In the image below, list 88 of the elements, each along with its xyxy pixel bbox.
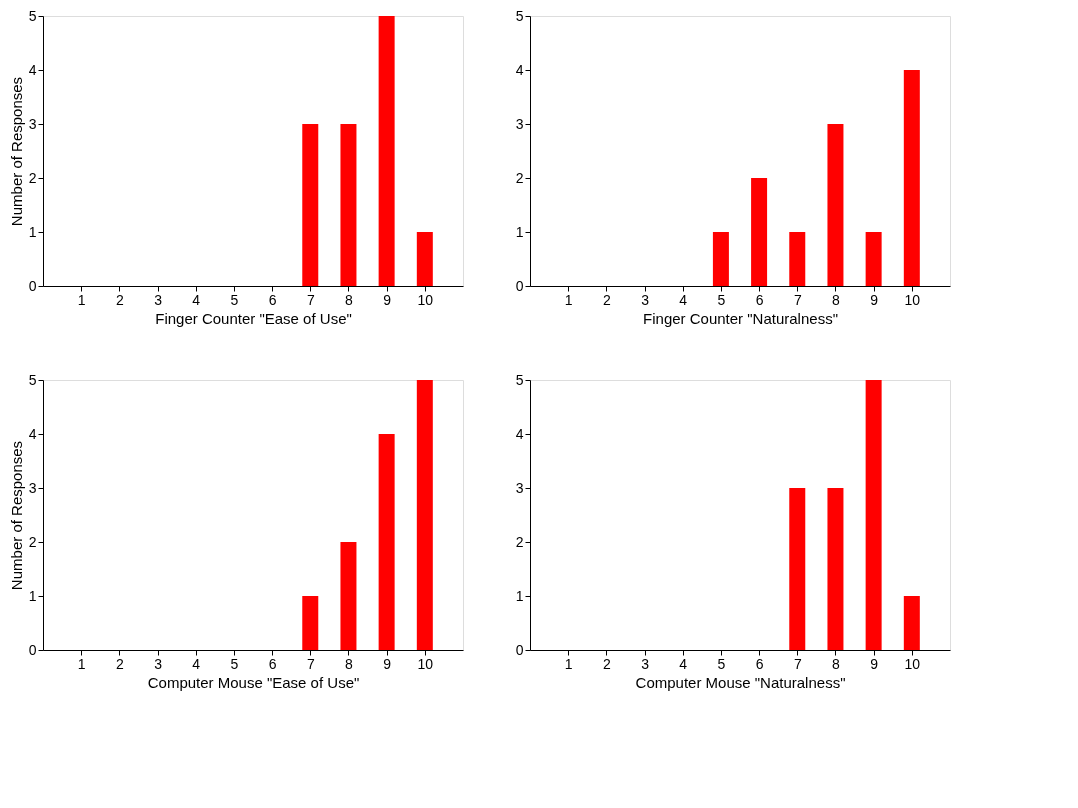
- y-tick-label: 5: [515, 371, 524, 388]
- y-tick-label: 0: [515, 277, 524, 294]
- x-tick-label: 8: [345, 291, 354, 308]
- bar: [712, 232, 729, 286]
- y-tick-label: 3: [515, 479, 524, 496]
- y-tick-label: 0: [28, 641, 37, 658]
- bar: [789, 232, 806, 286]
- bar: [789, 488, 806, 650]
- bar: [903, 596, 920, 650]
- x-tick-label: 3: [154, 291, 163, 308]
- x-tick-label: 5: [717, 655, 726, 672]
- x-tick-label: 8: [832, 291, 841, 308]
- x-tick-label: 10: [417, 655, 434, 672]
- y-tick-label: 3: [28, 115, 37, 132]
- y-tick-label: 2: [28, 533, 37, 550]
- y-tick-label: 4: [28, 425, 37, 442]
- x-tick-label: 2: [115, 291, 124, 308]
- x-tick-label: 8: [345, 655, 354, 672]
- x-tick-label: 7: [306, 291, 315, 308]
- x-tick-label: 7: [793, 291, 802, 308]
- bar: [340, 542, 357, 650]
- bar: [416, 232, 433, 286]
- y-axis-title: Number of Responses: [7, 440, 25, 591]
- bar: [378, 16, 395, 286]
- y-tick-label: 1: [515, 223, 524, 240]
- x-tick-label: 9: [383, 291, 392, 308]
- bar: [378, 434, 395, 650]
- x-tick-label: 5: [230, 291, 239, 308]
- x-tick-label: 10: [904, 291, 921, 308]
- x-axis-title: Finger Counter "Naturalness": [643, 309, 838, 327]
- x-tick-label: 7: [793, 655, 802, 672]
- x-tick-label: 10: [904, 655, 921, 672]
- y-tick-label: 0: [28, 277, 37, 294]
- x-tick-label: 7: [306, 655, 315, 672]
- y-tick-label: 3: [515, 115, 524, 132]
- x-tick-label: 6: [755, 655, 764, 672]
- bar: [865, 380, 882, 650]
- x-tick-label: 6: [268, 291, 277, 308]
- y-tick-label: 3: [28, 479, 37, 496]
- x-tick-label: 4: [679, 291, 688, 308]
- y-tick-label: 5: [515, 7, 524, 24]
- x-tick-label: 2: [602, 655, 611, 672]
- x-tick-label: 6: [755, 291, 764, 308]
- bar: [827, 124, 844, 286]
- y-tick-label: 2: [515, 533, 524, 550]
- y-tick-label: 5: [28, 7, 37, 24]
- x-axis-title: Computer Mouse "Ease of Use": [147, 673, 360, 691]
- x-tick-label: 3: [641, 291, 650, 308]
- bar: [865, 232, 882, 286]
- x-tick-label: 1: [564, 291, 573, 308]
- x-tick-label: 4: [192, 655, 201, 672]
- y-tick-label: 0: [515, 641, 524, 658]
- x-tick-label: 6: [268, 655, 277, 672]
- x-tick-label: 9: [870, 291, 879, 308]
- y-tick-label: 1: [28, 223, 37, 240]
- y-tick-label: 1: [28, 587, 37, 604]
- y-tick-label: 5: [28, 371, 37, 388]
- bar: [340, 124, 357, 286]
- x-tick-label: 3: [154, 655, 163, 672]
- x-tick-label: 2: [115, 655, 124, 672]
- bar: [302, 596, 319, 650]
- y-tick-label: 2: [515, 169, 524, 186]
- x-tick-label: 3: [641, 655, 650, 672]
- bar: [903, 70, 920, 286]
- bar: [416, 380, 433, 650]
- x-tick-label: 4: [679, 655, 688, 672]
- bar: [302, 124, 319, 286]
- y-tick-label: 2: [28, 169, 37, 186]
- x-tick-label: 1: [564, 655, 573, 672]
- x-tick-label: 1: [77, 655, 86, 672]
- y-tick-label: 4: [515, 425, 524, 442]
- y-tick-label: 4: [515, 61, 524, 78]
- x-tick-label: 10: [417, 291, 434, 308]
- x-tick-label: 5: [717, 291, 726, 308]
- y-tick-label: 4: [28, 61, 37, 78]
- x-tick-label: 5: [230, 655, 239, 672]
- x-tick-label: 4: [192, 291, 201, 308]
- x-axis-title: Finger Counter "Ease of Use": [155, 309, 352, 327]
- x-tick-label: 9: [383, 655, 392, 672]
- bar: [827, 488, 844, 650]
- x-tick-label: 2: [602, 291, 611, 308]
- x-tick-label: 9: [870, 655, 879, 672]
- x-axis-title: Computer Mouse "Naturalness": [635, 673, 846, 691]
- bar: [751, 178, 768, 286]
- y-axis-title: Number of Responses: [7, 76, 25, 227]
- x-tick-label: 1: [77, 291, 86, 308]
- y-tick-label: 1: [515, 587, 524, 604]
- x-tick-label: 8: [832, 655, 841, 672]
